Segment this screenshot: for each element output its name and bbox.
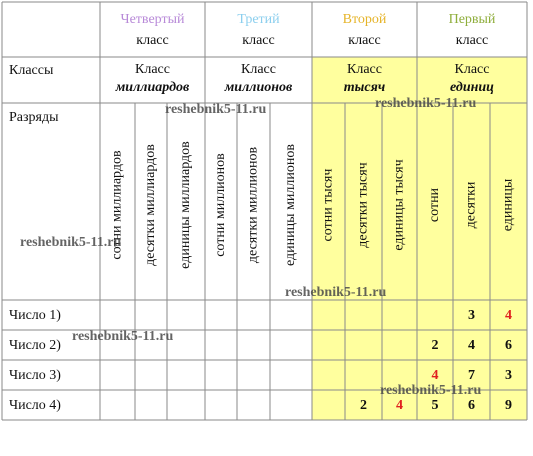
watermark: reshebnik5-11.ru	[375, 96, 476, 111]
row-label: Классы	[9, 63, 54, 78]
class-name-2: миллиардов	[115, 80, 190, 95]
class-name: Класс	[241, 62, 276, 77]
rank-label: единицы	[501, 178, 516, 231]
digit: 3	[468, 308, 475, 323]
digit: 4	[468, 338, 475, 353]
digit: 2	[432, 338, 439, 353]
class-name-2: тысяч	[344, 80, 385, 95]
rank-label: сотни тысяч	[321, 169, 336, 242]
rank-label: десятки миллионов	[246, 147, 261, 264]
rank-label: десятки	[464, 181, 479, 228]
digit: 4	[505, 308, 512, 323]
watermark: reshebnik5-11.ru	[165, 102, 266, 117]
class-name: Класс	[455, 62, 490, 77]
digit: 4	[396, 398, 403, 413]
rank-label: единицы тысяч	[392, 159, 407, 250]
highlight	[312, 57, 527, 420]
rank-label: десятки миллиардов	[143, 144, 158, 266]
number-label: Число 1)	[9, 308, 61, 323]
number-label: Число 2)	[9, 338, 61, 353]
class-word: класс	[136, 33, 168, 48]
class-ordinal: Второй	[343, 12, 387, 27]
digit: 6	[468, 398, 475, 413]
rank-label: сотни миллиардов	[110, 150, 125, 260]
digit: 5	[432, 398, 439, 413]
digit: 2	[360, 398, 367, 413]
class-word: класс	[456, 33, 488, 48]
digit: 3	[505, 368, 512, 383]
number-label: Число 4)	[9, 398, 61, 413]
digit: 6	[505, 338, 512, 353]
class-word: класс	[348, 33, 380, 48]
digit: 4	[432, 368, 439, 383]
class-ordinal: Первый	[449, 12, 496, 27]
class-name: Класс	[135, 62, 170, 77]
watermark: reshebnik5-11.ru	[380, 383, 481, 398]
class-name-2: единиц	[450, 80, 494, 95]
class-ordinal: Четвертый	[120, 12, 185, 27]
class-ordinal: Третий	[237, 12, 280, 27]
class-name-2: миллионов	[224, 80, 293, 95]
watermark: reshebnik5-11.ru	[72, 329, 173, 344]
watermark: reshebnik5-11.ru	[20, 235, 121, 250]
rank-label: единицы миллиардов	[178, 141, 193, 269]
row-label: Разряды	[9, 110, 59, 125]
rank-label: сотни миллионов	[213, 153, 228, 257]
class-name: Класс	[347, 62, 382, 77]
rank-label: десятки тысяч	[356, 162, 371, 247]
digit: 9	[505, 398, 512, 413]
rank-label: сотни	[427, 187, 442, 222]
digit: 7	[468, 368, 475, 383]
number-label: Число 3)	[9, 368, 61, 383]
class-word: класс	[242, 33, 274, 48]
rank-label: единицы миллионов	[283, 144, 298, 266]
watermark: reshebnik5-11.ru	[285, 285, 386, 300]
